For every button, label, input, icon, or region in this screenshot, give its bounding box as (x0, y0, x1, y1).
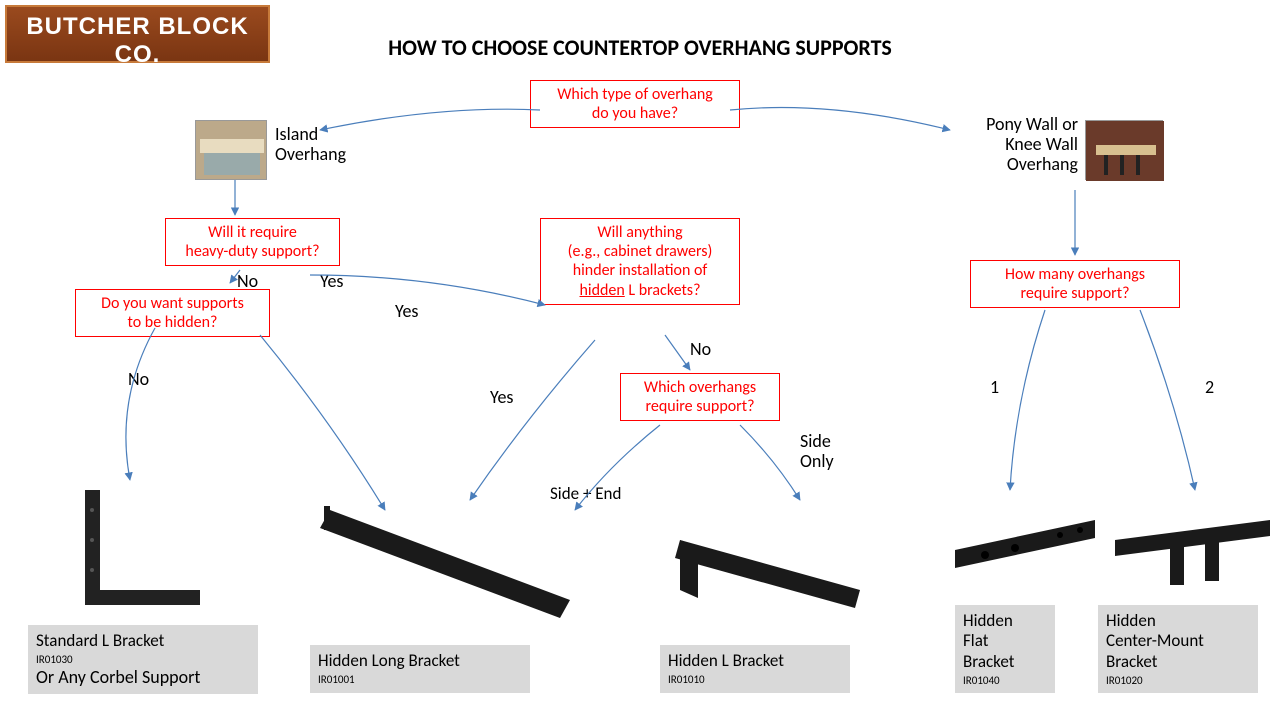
island-thumb (195, 120, 267, 180)
product-hidden-center: Hidden Center-Mount Bracket IR01020 (1098, 605, 1258, 693)
product-sku: IR01010 (668, 673, 842, 686)
product-hidden-long: Hidden Long Bracket IR01001 (310, 645, 530, 693)
question-root: Which type of overhangdo you have? (530, 80, 740, 128)
product-sku: IR01040 (963, 674, 1047, 687)
product-hidden-l: Hidden L Bracket IR01010 (660, 645, 850, 693)
product-image-hidden-l (650, 490, 880, 630)
label-yes-1: Yes (320, 272, 343, 292)
label-one: 1 (990, 378, 999, 398)
label-no-2: No (690, 340, 711, 360)
ponywall-thumb (1085, 120, 1163, 180)
product-name: Hidden Flat Bracket (963, 610, 1014, 672)
product-extra: Or Any Corbel Support (36, 667, 250, 689)
product-image-hidden-flat (945, 480, 1105, 600)
label-island: Island Overhang (275, 125, 346, 165)
label-pony: Pony Wall or Knee Wall Overhang (968, 115, 1078, 174)
product-standard-l: Standard L Bracket IR01030 Or Any Corbel… (28, 625, 258, 694)
question-heavy-duty: Will it requireheavy-duty support? (165, 218, 340, 266)
product-name: Hidden Long Bracket (318, 650, 460, 671)
label-yes-3: Yes (490, 388, 513, 408)
product-name: Hidden Center-Mount Bracket (1106, 610, 1204, 672)
product-name: Hidden L Bracket (668, 650, 784, 671)
label-side-only: Side Only (800, 432, 834, 472)
product-sku: IR01030 (36, 653, 250, 666)
product-image-hidden-center (1110, 480, 1275, 600)
product-hidden-flat: Hidden Flat Bracket IR01040 (955, 605, 1055, 693)
question-which-overhangs: Which overhangsrequire support? (620, 373, 780, 421)
logo-line2: THE EXPERTS IN ALL THINGS BUTCHER BLOCK (7, 71, 268, 82)
product-sku: IR01020 (1106, 674, 1250, 687)
page-title: HOW TO CHOOSE COUNTERTOP OVERHANG SUPPOR… (0, 34, 1280, 61)
question-hidden: Do you want supportsto be hidden? (75, 289, 270, 337)
product-name: Standard L Bracket (36, 630, 164, 651)
label-no-3: No (128, 370, 149, 390)
label-no-1: No (237, 272, 258, 292)
product-image-hidden-long (310, 470, 590, 630)
label-yes-2: Yes (395, 302, 418, 322)
question-hinder: Will anything(e.g., cabinet drawers)hind… (540, 218, 740, 305)
label-two: 2 (1205, 378, 1214, 398)
product-sku: IR01001 (318, 673, 522, 686)
question-how-many: How many overhangsrequire support? (970, 260, 1180, 308)
product-image-standard-l (55, 470, 225, 620)
